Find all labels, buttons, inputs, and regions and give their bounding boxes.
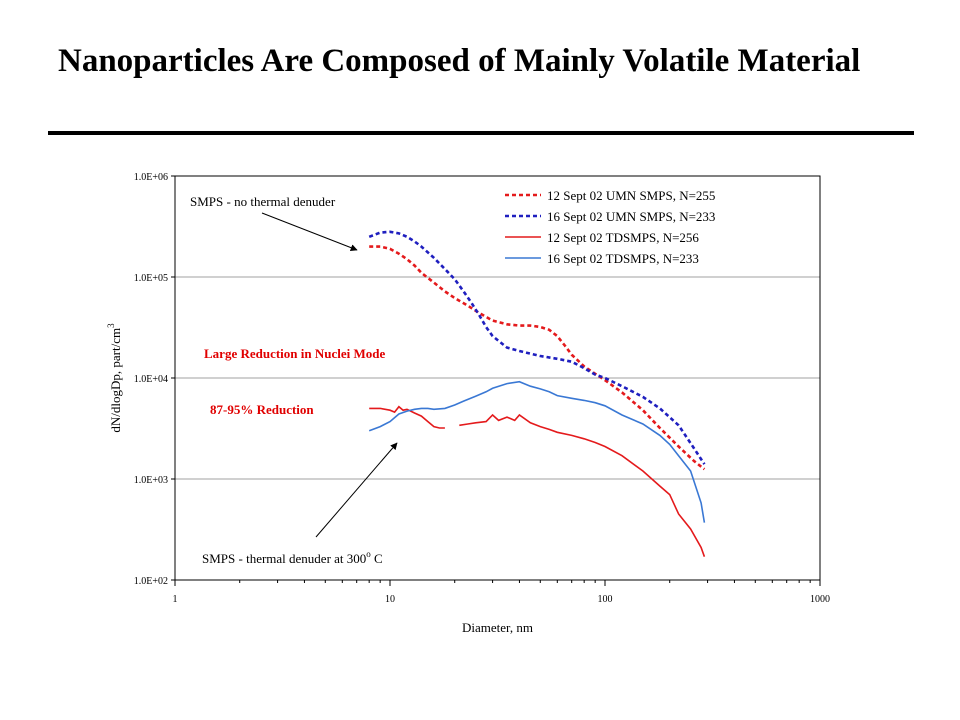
x-tick-label: 1000 bbox=[810, 594, 830, 605]
legend-entry-2: 16 Sept 02 UMN SMPS, N=233 bbox=[547, 209, 715, 224]
y-tick-label: 1.0E+06 bbox=[134, 172, 168, 183]
annotation-thermal-denuder: SMPS - thermal denuder at 300o C bbox=[202, 549, 383, 566]
x-tick-label: 1 bbox=[173, 594, 178, 605]
annotation-large-reduction: Large Reduction in Nuclei Mode bbox=[204, 346, 385, 361]
y-tick-label: 1.0E+02 bbox=[134, 576, 168, 587]
y-tick-label: 1.0E+05 bbox=[134, 273, 168, 284]
title-divider bbox=[48, 131, 914, 135]
y-tick-label: 1.0E+03 bbox=[134, 475, 168, 486]
axes: 1.0E+02 1.0E+03 1.0E+04 1.0E+05 1.0E+06 1 10 10… bbox=[106, 172, 830, 635]
y-axis-label: dN/dlogDp, part/cm3 bbox=[106, 323, 123, 433]
x-axis-label: Diameter, nm bbox=[462, 620, 533, 635]
legend-entry-3: 12 Sept 02 TDSMPS, N=256 bbox=[547, 230, 699, 245]
arrow-no-denuder bbox=[261, 212, 358, 251]
y-tick-label: 1.0E+04 bbox=[134, 374, 168, 385]
series-line-2 bbox=[368, 230, 706, 465]
series-line-4 bbox=[368, 380, 706, 523]
series-line-1 bbox=[369, 245, 706, 471]
arrow-thermal-denuder bbox=[315, 442, 398, 538]
legend-entry-1: 12 Sept 02 UMN SMPS, N=255 bbox=[547, 188, 715, 203]
annotation-percent-reduction: 87-95% Reduction bbox=[210, 402, 314, 417]
annotation-no-denuder: SMPS - no thermal denuder bbox=[190, 194, 336, 209]
x-tick-label: 10 bbox=[385, 594, 395, 605]
data-series bbox=[368, 230, 706, 557]
grid-lines bbox=[175, 276, 820, 480]
annotations: SMPS - no thermal denuder Large Reduction… bbox=[190, 194, 398, 566]
legend: 12 Sept 02 UMN SMPS, N=255 16 Sept 02 UMN… bbox=[505, 188, 715, 266]
legend-entry-4: 16 Sept 02 TDSMPS, N=233 bbox=[547, 251, 699, 266]
slide-title: Nanoparticles Are Composed of Mainly Vol… bbox=[58, 43, 861, 79]
series-line-3 bbox=[369, 405, 706, 557]
x-tick-label: 100 bbox=[598, 594, 613, 605]
